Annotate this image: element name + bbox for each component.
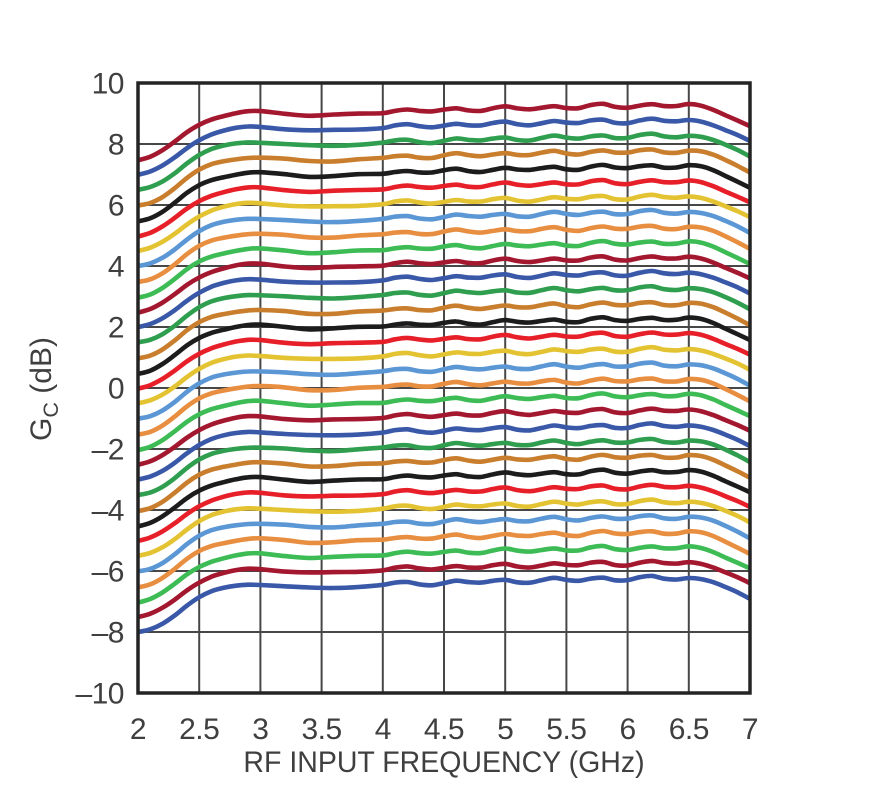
y-tick-label-8: 8 [108,129,124,162]
y-axis-title: GC (dB) [25,327,63,451]
gain-curve-3 [138,147,750,208]
x-tick-label-6.5: 6.5 [669,713,709,746]
gain-curve-16 [138,344,750,406]
gain-curve-31 [138,573,750,635]
x-tick-label-4.5: 4.5 [424,713,464,746]
gain-curve-7 [138,207,750,269]
y-tick-label-10: 10 [92,68,124,101]
y-axis-title-subscript: C [38,402,63,418]
y-tick-label-–10: –10 [75,678,124,711]
gain-curve-0 [138,101,750,163]
y-axis-title-symbol: G [25,417,58,441]
gain-curve-27 [138,512,750,574]
gain-curve-20 [138,406,750,468]
gain-curve-14 [138,314,750,377]
gain-curve-29 [138,543,750,605]
x-tick-label-5.5: 5.5 [546,713,586,746]
y-tick-label-0: 0 [108,373,124,406]
gain-curve-1 [138,116,750,178]
gain-curve-26 [138,497,750,559]
x-axis-title: RF INPUT FREQUENCY (GHz) [243,746,645,779]
gain-curve-12 [138,283,750,345]
y-tick-label-–6: –6 [92,556,124,589]
gain-curve-15 [138,330,750,391]
gain-curves-group [138,101,750,635]
gain-curve-17 [138,360,750,421]
x-tick-label-2.5: 2.5 [179,713,219,746]
x-tick-label-7: 7 [742,713,758,746]
y-tick-label-–4: –4 [92,495,124,528]
gain-curve-4 [138,162,750,224]
gain-curve-22 [138,436,750,498]
gain-curve-19 [138,391,750,453]
gain-curve-9 [138,238,750,300]
gain-curve-10 [138,254,750,315]
gain-curve-28 [138,528,750,590]
gain-curve-11 [138,268,750,330]
y-axis-title-unit: (dB) [25,337,58,403]
gain-curve-13 [138,299,750,361]
y-tick-label-–8: –8 [92,617,124,650]
x-tick-label-2: 2 [130,713,146,746]
gain-curve-18 [138,376,750,437]
gain-curve-21 [138,421,750,482]
gain-curve-5 [138,177,750,239]
plot-border [136,81,752,695]
gain-curve-2 [138,131,750,193]
gain-curve-23 [138,452,750,514]
gain-curve-30 [138,558,750,620]
x-tick-label-4: 4 [375,713,391,746]
x-tick-label-3.5: 3.5 [301,713,341,746]
x-tick-label-3: 3 [252,713,268,746]
gain-curve-8 [138,223,750,285]
y-tick-label-–2: –2 [92,434,124,467]
y-tick-label-2: 2 [108,312,124,345]
x-tick-label-5: 5 [497,713,513,746]
gain-curve-24 [138,467,750,529]
gain-curve-25 [138,482,750,544]
y-tick-label-4: 4 [108,251,124,284]
y-tick-label-6: 6 [108,190,124,223]
gain-curve-6 [138,192,750,254]
x-tick-label-6: 6 [620,713,636,746]
